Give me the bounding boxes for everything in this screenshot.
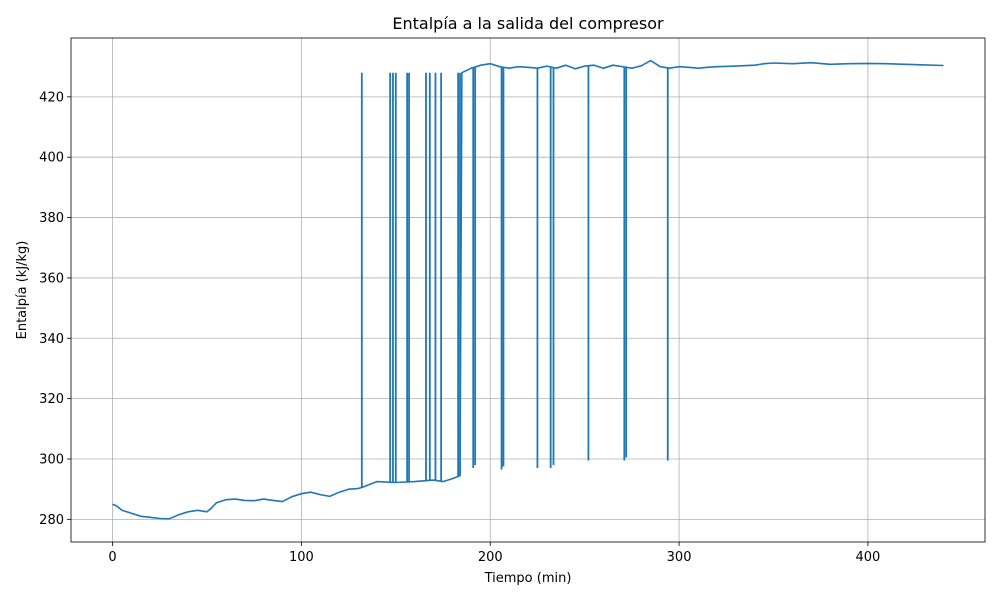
y-tick-label: 320 [39,392,64,407]
ticks: 0 100 200 300 400 280 300 320 340 360 380 400 420 [39,90,880,565]
y-tick-label: 360 [39,271,64,286]
chart-title: Entalpía a la salida del compresor [392,14,664,33]
x-tick-label: 300 [667,550,692,565]
y-tick-label: 340 [39,332,64,347]
y-tick-label: 420 [39,90,64,105]
series-layer [112,59,944,520]
x-tick-label: 200 [478,550,503,565]
x-axis-label: Tiempo (min) [484,571,572,586]
y-tick-label: 400 [39,151,64,166]
y-tick-label: 300 [39,453,64,468]
y-tick-label: 380 [39,211,64,226]
x-tick-label: 100 [289,550,314,565]
series-line [112,59,944,520]
y-tick-label: 280 [39,513,64,528]
x-tick-label: 400 [856,550,881,565]
axes-frame [70,37,986,543]
x-tick-label: 0 [108,550,116,565]
grid [71,38,985,542]
y-axis-label: Entalpía (kJ/kg) [15,241,30,340]
